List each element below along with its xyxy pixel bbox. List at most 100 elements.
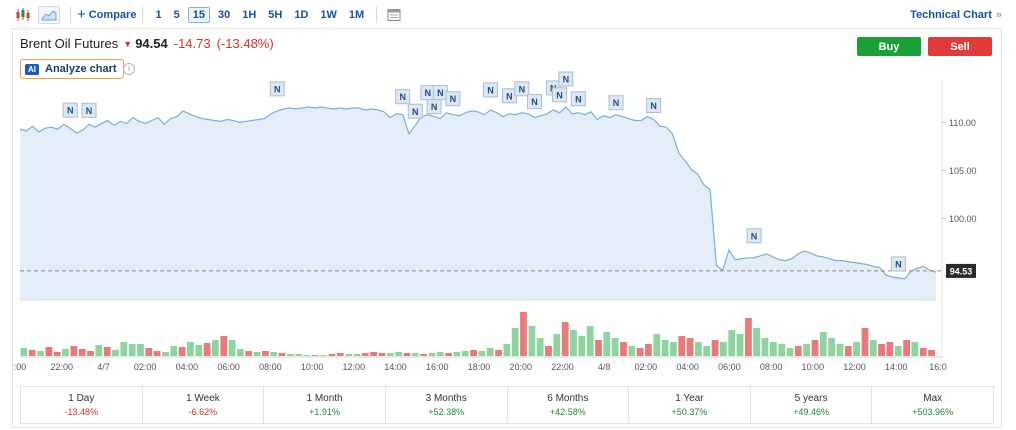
news-marker[interactable]: N bbox=[558, 71, 574, 87]
volume-bar bbox=[303, 355, 311, 356]
volume-bar bbox=[112, 350, 119, 356]
timeframe-1m[interactable]: 1M bbox=[348, 9, 365, 21]
x-tick-label: 10:00 bbox=[802, 362, 825, 372]
x-tick-label: 06:00 bbox=[217, 362, 240, 372]
volume-bar bbox=[45, 347, 53, 356]
period-1-week[interactable]: 1 Week -6.62% bbox=[143, 387, 265, 423]
volume-bar bbox=[420, 354, 427, 356]
y-tick-label: 110.00 bbox=[949, 118, 976, 128]
x-tick-label: 18:00 bbox=[468, 362, 491, 372]
volume-bar bbox=[103, 347, 111, 356]
period-label: 1 Week bbox=[186, 393, 220, 404]
volume-bar bbox=[203, 343, 211, 356]
timeframe-15[interactable]: 15 bbox=[187, 7, 210, 23]
quote-header: Brent Oil Futures ▼ 94.54 -14.73 (-13.48… bbox=[20, 36, 274, 51]
price-change-percent: (-13.48%) bbox=[216, 36, 274, 51]
period-1-year[interactable]: 1 Year +50.37% bbox=[629, 387, 751, 423]
volume-bar bbox=[645, 344, 652, 356]
timeframe-5h[interactable]: 5H bbox=[268, 9, 283, 21]
period-1-month[interactable]: 1 Month +1.91% bbox=[264, 387, 386, 423]
period-max[interactable]: Max +503.96% bbox=[872, 387, 993, 423]
news-marker[interactable]: N bbox=[407, 103, 423, 119]
timeframe-1w[interactable]: 1W bbox=[320, 9, 337, 21]
analyze-chart-button[interactable]: AI Analyze chart bbox=[20, 59, 124, 79]
x-tick-label: 16:0 bbox=[929, 362, 947, 372]
news-marker[interactable]: N bbox=[570, 91, 586, 107]
timeframe-1h[interactable]: 1H bbox=[242, 9, 257, 21]
volume-bar bbox=[187, 342, 194, 356]
volume-bar bbox=[753, 328, 761, 356]
volume-bar bbox=[278, 353, 286, 356]
volume-bar bbox=[228, 340, 236, 356]
buy-button[interactable]: Buy bbox=[857, 37, 921, 56]
news-marker[interactable]: N bbox=[552, 87, 568, 103]
news-marker[interactable]: N bbox=[608, 95, 624, 111]
timeframe-30[interactable]: 30 bbox=[217, 9, 231, 21]
news-marker[interactable]: N bbox=[526, 94, 542, 110]
news-marker[interactable]: N bbox=[445, 91, 461, 107]
volume-bar bbox=[586, 326, 594, 356]
news-marker-box bbox=[526, 94, 542, 110]
compare-button[interactable]: + Compare bbox=[77, 6, 136, 23]
info-icon[interactable]: i bbox=[123, 63, 135, 75]
volume-bar bbox=[570, 330, 577, 356]
news-marker[interactable]: N bbox=[501, 88, 517, 104]
news-marker[interactable]: N bbox=[420, 85, 436, 101]
volume-bar bbox=[770, 342, 777, 356]
timeframe-5[interactable]: 5 bbox=[173, 9, 180, 21]
news-marker[interactable]: N bbox=[426, 99, 442, 115]
volume-bar bbox=[861, 328, 869, 356]
timeframe-1d[interactable]: 1D bbox=[294, 9, 309, 21]
news-marker[interactable]: N bbox=[81, 102, 97, 118]
x-tick-label: 12:00 bbox=[843, 362, 866, 372]
news-marker[interactable]: N bbox=[432, 85, 448, 101]
period-label: 1 Day bbox=[68, 393, 95, 404]
volume-bar bbox=[794, 346, 802, 356]
volume-bar bbox=[395, 352, 402, 356]
volume-bar bbox=[70, 346, 78, 356]
volume-bar bbox=[811, 340, 819, 356]
volume-bar bbox=[336, 353, 344, 356]
timeframe-1[interactable]: 1 bbox=[155, 9, 162, 21]
volume-bar bbox=[145, 348, 153, 356]
news-marker[interactable]: N bbox=[746, 228, 762, 244]
news-marker[interactable]: N bbox=[514, 81, 530, 97]
volume-bar bbox=[320, 355, 328, 356]
period-3-months[interactable]: 3 Months +52.38% bbox=[386, 387, 508, 423]
candlestick-chart-icon[interactable] bbox=[12, 6, 34, 24]
x-tick-label: 04:00 bbox=[676, 362, 699, 372]
period-6-months[interactable]: 6 Months +42.58% bbox=[508, 387, 630, 423]
volume-bar bbox=[361, 353, 369, 356]
news-marker[interactable]: N bbox=[646, 98, 662, 114]
volume-bar bbox=[436, 352, 444, 356]
news-marker[interactable]: N bbox=[269, 81, 285, 97]
calendar-icon[interactable] bbox=[383, 6, 405, 24]
volume-bar bbox=[95, 345, 103, 356]
news-marker[interactable]: N bbox=[483, 82, 499, 98]
volume-bar bbox=[453, 352, 461, 356]
area-chart-icon[interactable] bbox=[38, 6, 60, 24]
news-marker-box bbox=[570, 91, 586, 107]
technical-chart-link[interactable]: Technical Chart» bbox=[910, 9, 1002, 21]
volume-bar bbox=[486, 348, 494, 356]
sell-button[interactable]: Sell bbox=[928, 37, 992, 56]
volume-bar bbox=[495, 350, 502, 356]
news-marker-box bbox=[483, 82, 499, 98]
plus-icon: + bbox=[77, 6, 86, 23]
period-label: 6 Months bbox=[547, 393, 589, 404]
volume-bar bbox=[736, 334, 744, 356]
news-marker[interactable]: N bbox=[395, 89, 411, 105]
volume-bar bbox=[786, 348, 794, 356]
x-tick-label: 02:00 bbox=[134, 362, 157, 372]
volume-bar bbox=[120, 342, 128, 356]
volume-bar bbox=[761, 338, 769, 356]
volume-bar bbox=[620, 342, 627, 356]
period-1-day[interactable]: 1 Day -13.48% bbox=[21, 387, 143, 423]
volume-bar bbox=[819, 332, 827, 356]
period-5-years[interactable]: 5 years +49.46% bbox=[751, 387, 873, 423]
news-marker[interactable]: N bbox=[890, 256, 906, 272]
news-marker[interactable]: N bbox=[62, 102, 78, 118]
volume-bar bbox=[869, 340, 877, 356]
volume-bar bbox=[653, 334, 661, 356]
